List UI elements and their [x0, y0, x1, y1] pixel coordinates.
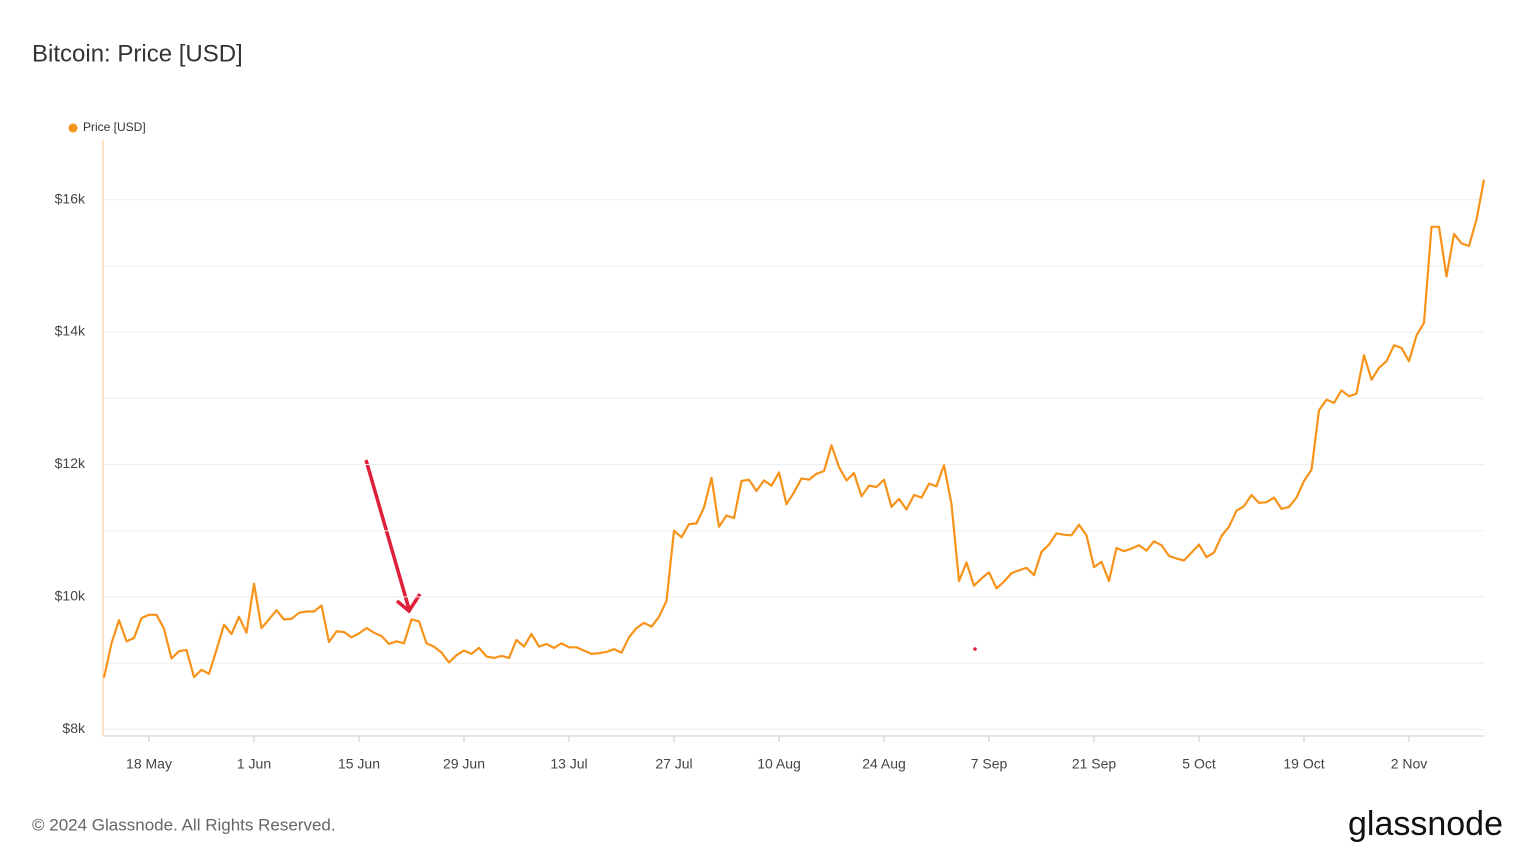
x-tick-label: 13 Jul	[550, 756, 587, 772]
x-tick-label: 15 Jun	[338, 756, 380, 772]
x-tick-label: 7 Sep	[971, 756, 1008, 772]
x-tick-label: 19 Oct	[1283, 756, 1324, 772]
x-tick-label: 27 Jul	[655, 756, 692, 772]
x-tick-label: 1 Jun	[237, 756, 271, 772]
footer: © 2024 Glassnode. All Rights Reserved.	[32, 815, 336, 834]
x-tick-label: 10 Aug	[757, 756, 801, 772]
y-tick-label: $16k	[55, 190, 86, 206]
y-tick-label: $8k	[62, 720, 86, 736]
legend-marker	[68, 123, 78, 133]
legend-label: Price [USD]	[83, 120, 146, 134]
x-tick-label: 18 May	[126, 756, 172, 772]
chart-title: Bitcoin: Price [USD]	[32, 40, 243, 67]
y-tick-label: $10k	[55, 588, 86, 604]
x-tick-label: 21 Sep	[1072, 756, 1117, 772]
brand-logo: glassnode	[1348, 805, 1503, 843]
y-tick-label: $12k	[55, 455, 86, 471]
annotation-arrow	[364, 459, 422, 614]
x-tick-label: 24 Aug	[862, 756, 906, 772]
x-tick-label: 29 Jun	[443, 756, 485, 772]
x-tick-label: 2 Nov	[1391, 756, 1428, 772]
annotation-dot	[973, 647, 977, 651]
price-line	[102, 179, 1486, 679]
y-tick-label: $14k	[55, 323, 86, 339]
x-tick-label: 5 Oct	[1182, 756, 1216, 772]
